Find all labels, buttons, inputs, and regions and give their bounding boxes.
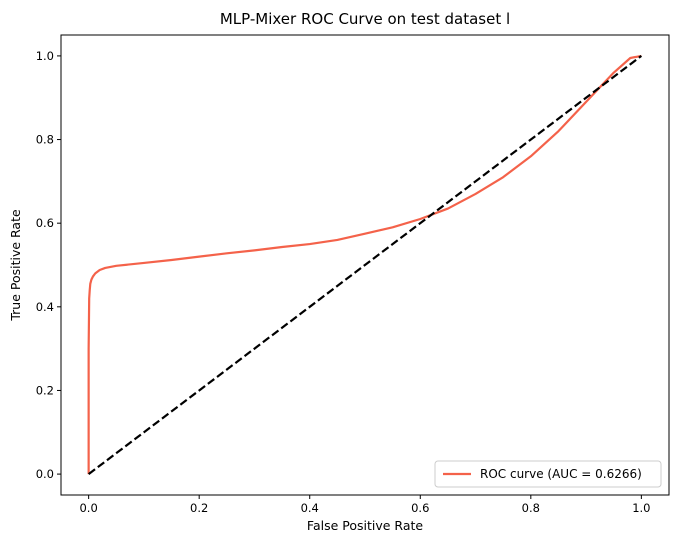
- x-tick-label: 1.0: [632, 501, 650, 515]
- y-tick-label: 0.2: [36, 383, 54, 397]
- y-axis-label: True Positive Rate: [8, 209, 23, 322]
- y-tick-label: 0.0: [36, 467, 54, 481]
- axes: 0.0 0.2 0.4 0.6 0.8 1.0 0.0 0.2 0.4 0.6 0.8 1.0: [36, 34, 670, 515]
- y-tick-label: 0.8: [36, 133, 54, 147]
- x-tick-label: 0.6: [411, 501, 429, 515]
- x-tick-label: 0.4: [301, 501, 319, 515]
- legend-box: [434, 460, 662, 488]
- y-tick-label: 0.6: [36, 216, 54, 230]
- y-tick-label: 1.0: [36, 49, 54, 63]
- diagonal-reference-line: [87, 55, 643, 475]
- plot-area: [87, 54, 643, 475]
- roc-curve-line: [87, 54, 642, 475]
- x-tick-label: 0.0: [79, 501, 97, 515]
- axes-frame: [60, 34, 670, 496]
- chart-title: MLP-Mixer ROC Curve on test dataset l: [220, 10, 510, 28]
- x-tick-label: 0.8: [522, 501, 540, 515]
- y-tick-label: 0.4: [36, 300, 54, 314]
- legend: ROC curve (AUC = 0.6266): [434, 460, 662, 488]
- x-tick-label: 0.2: [190, 501, 208, 515]
- legend-label: ROC curve (AUC = 0.6266): [480, 467, 642, 481]
- x-axis-label: False Positive Rate: [307, 518, 423, 533]
